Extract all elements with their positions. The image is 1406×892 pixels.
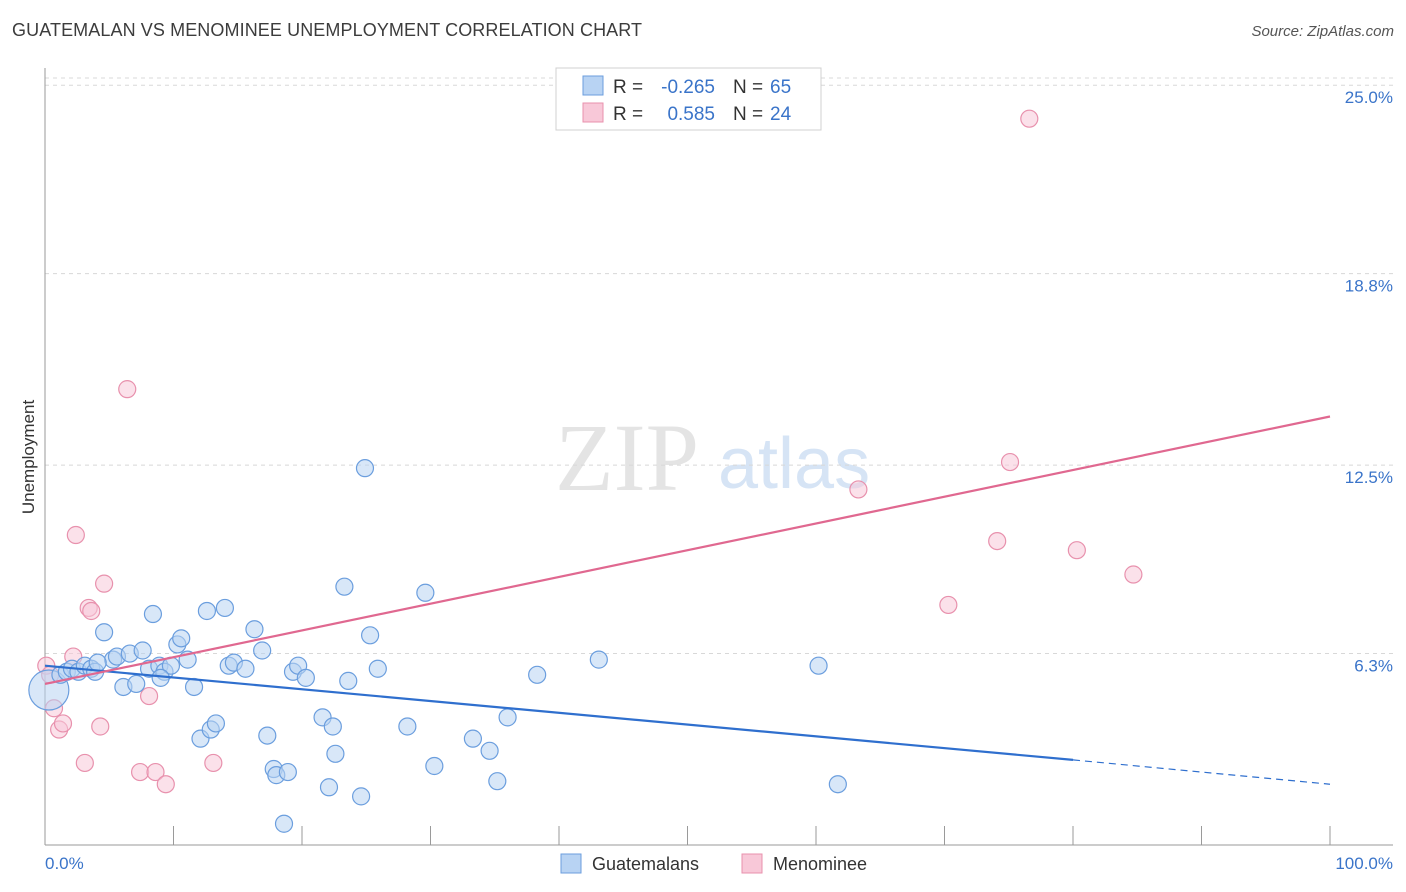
menominee-point [91, 717, 110, 736]
guatemalans-point [133, 641, 152, 660]
series-legend-menominee: Menominee [773, 854, 867, 874]
guatemalans-point [498, 708, 517, 727]
menominee-point [75, 753, 94, 773]
guatemalans-point [143, 604, 163, 624]
gridlines [45, 77, 1393, 655]
guatemalans-point [528, 665, 547, 684]
legend-n-label-1: N = [733, 77, 763, 98]
menominee-point [82, 601, 101, 621]
guatemalans-point [88, 653, 107, 672]
guatemalans-point [274, 814, 294, 833]
guatemalans-point [215, 598, 234, 618]
guatemalans-point [828, 775, 847, 794]
menominee-point [130, 762, 150, 782]
legend-r-value-1: -0.265 [661, 77, 715, 98]
menominee-point [95, 574, 114, 593]
guatemalans-point [809, 656, 828, 675]
x-tick-label-max: 100.0% [1335, 854, 1393, 873]
guatemalans-trend-extension [1072, 759, 1331, 785]
y-tick-labels: 6.3% 12.5% 18.8% 25.0% [1345, 88, 1393, 675]
menominee-point [118, 380, 137, 399]
stats-legend: R = -0.265 N = 65 R = 0.585 N = 24 [555, 67, 822, 131]
guatemalans-point [323, 717, 342, 736]
menominee-point [204, 753, 223, 773]
guatemalans-trend-line [44, 664, 1074, 762]
guatemalans-point [319, 778, 339, 797]
guatemalans-point [326, 744, 345, 763]
guatemalans-point [368, 659, 387, 678]
guatemalans-point [398, 717, 417, 736]
menominee-point [53, 714, 73, 733]
guatemalans-point [589, 650, 608, 669]
menominee-point [1020, 109, 1039, 128]
legend-n-label-2: N = [733, 104, 763, 125]
chart-title: GUATEMALAN VS MENOMINEE UNEMPLOYMENT COR… [12, 20, 643, 40]
series-legend-swatch-menominee [741, 853, 763, 874]
guatemalans-point [184, 677, 204, 697]
y-tick-label: 25.0% [1345, 88, 1393, 107]
guatemalans-point [95, 623, 114, 642]
legend-n-value-1: 65 [770, 77, 791, 98]
y-tick-label: 18.8% [1345, 277, 1393, 296]
guatemalans-point [127, 674, 146, 694]
guatemalans-point [480, 741, 499, 760]
guatemalans-point [361, 626, 380, 645]
guatemalans-point [355, 459, 375, 478]
chart-source: Source: ZipAtlas.com [1251, 23, 1394, 40]
y-tick-label: 6.3% [1354, 657, 1393, 676]
guatemalans-point [488, 772, 507, 791]
guatemalans-point [258, 726, 277, 745]
menominee-point [139, 686, 159, 706]
menominee-point [146, 762, 165, 782]
guatemalans-point [278, 762, 297, 782]
series-legend-guatemalans: Guatemalans [592, 854, 699, 874]
guatemalans-point [253, 641, 272, 660]
series-legend-swatch-guatemalans [560, 853, 582, 874]
y-tick-label: 12.5% [1345, 468, 1393, 487]
guatemalans-point [296, 668, 315, 687]
guatemalans-point [245, 620, 264, 639]
menominee-point [1067, 541, 1086, 560]
guatemalans-point [339, 671, 358, 690]
menominee-point [156, 775, 175, 794]
guatemalans-point [335, 577, 354, 596]
menominee-point [66, 525, 85, 545]
y-axis-label: Unemployment [19, 400, 38, 515]
legend-r-label-2: R = [613, 104, 643, 125]
menominee-point [1000, 452, 1020, 472]
x-axis-ticks [44, 826, 1331, 845]
legend-swatch-blue [582, 75, 604, 96]
legend-swatch-pink [582, 102, 604, 123]
legend-r-value-2: 0.585 [667, 104, 715, 125]
menominee-point [988, 531, 1007, 551]
guatemalans-point [463, 729, 483, 748]
guatemalans-point [352, 787, 371, 806]
trend-lines [44, 415, 1331, 785]
series-legend: Guatemalans Menominee [560, 853, 867, 874]
menominee-point [1124, 565, 1143, 584]
x-tick-label-min: 0.0% [45, 854, 84, 873]
guatemalans-point [425, 756, 444, 776]
guatemalans-point [206, 714, 226, 733]
guatemalans-point [197, 601, 217, 621]
menominee-point [939, 595, 958, 615]
guatemalans-point [172, 629, 191, 648]
menominee-point [849, 480, 868, 499]
guatemalans-point [416, 583, 435, 602]
legend-r-label-1: R = [613, 77, 643, 98]
legend-n-value-2: 24 [770, 104, 792, 125]
menominee-trend-line [44, 415, 1331, 686]
watermark-atlas: atlas [718, 424, 870, 504]
watermark-zip: ZIP [555, 404, 699, 511]
guatemalans-point [236, 659, 255, 678]
